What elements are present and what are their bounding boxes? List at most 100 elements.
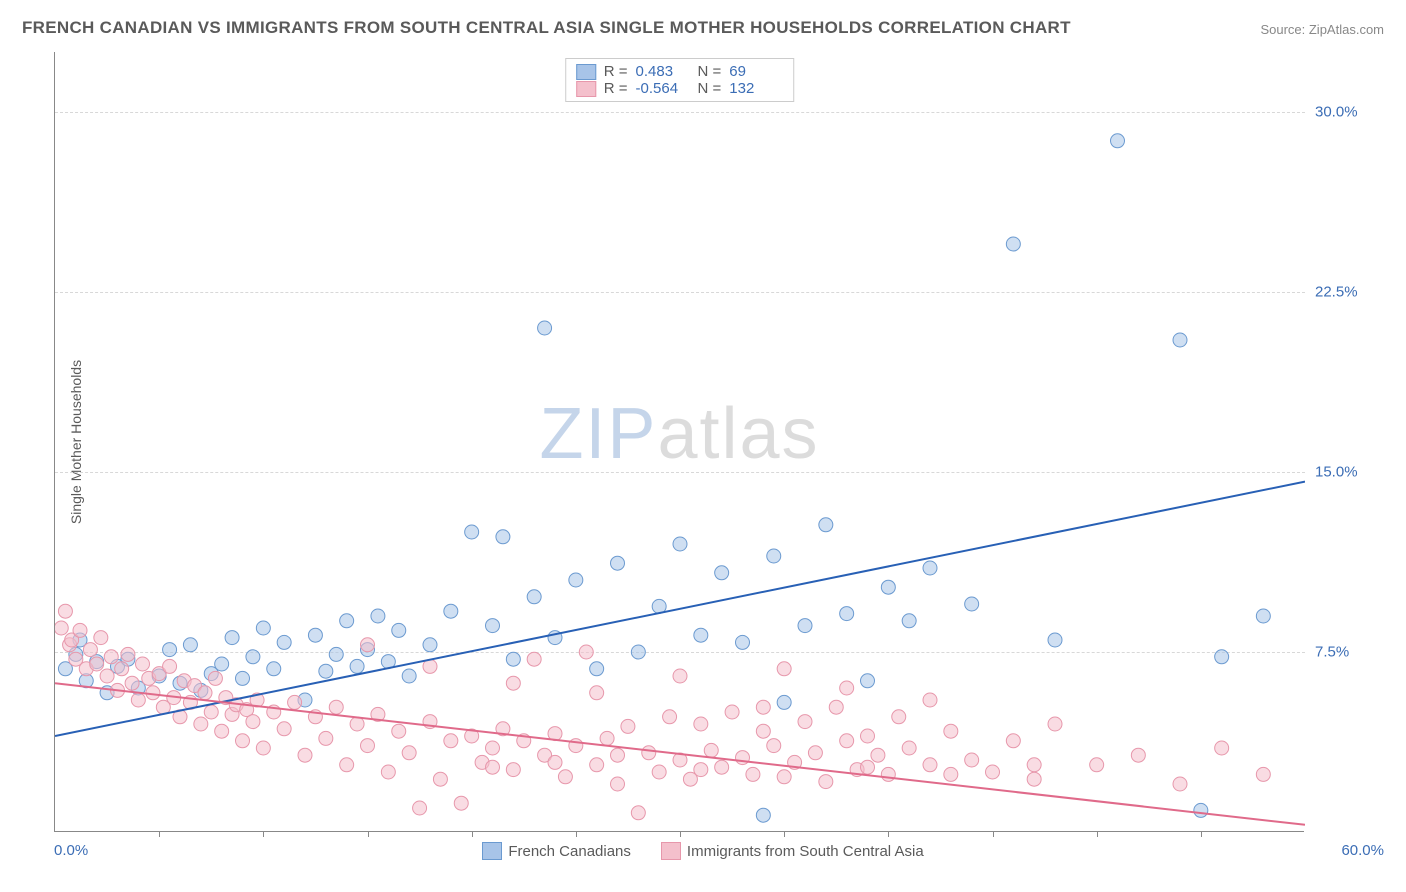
- stats-r-value-b: -0.564: [636, 80, 690, 97]
- scatter-point: [694, 763, 708, 777]
- scatter-point: [725, 705, 739, 719]
- scatter-point: [631, 645, 645, 659]
- scatter-point: [465, 525, 479, 539]
- scatter-point: [329, 700, 343, 714]
- scatter-point: [777, 662, 791, 676]
- stats-r-value-a: 0.483: [636, 63, 690, 80]
- scatter-point: [256, 621, 270, 635]
- scatter-point: [767, 739, 781, 753]
- scatter-point: [1111, 134, 1125, 148]
- scatter-point: [319, 664, 333, 678]
- scatter-point: [746, 767, 760, 781]
- plot-container: Single Mother Households ZIPatlas R = 0.…: [54, 52, 1382, 832]
- scatter-point: [486, 760, 500, 774]
- scatter-point: [308, 628, 322, 642]
- scatter-point: [350, 659, 364, 673]
- scatter-point: [944, 724, 958, 738]
- scatter-point: [1006, 734, 1020, 748]
- scatter-point: [413, 801, 427, 815]
- scatter-point: [381, 765, 395, 779]
- scatter-point: [1027, 772, 1041, 786]
- scatter-point: [163, 643, 177, 657]
- scatter-point: [486, 741, 500, 755]
- scatter-point: [777, 770, 791, 784]
- scatter-point: [402, 746, 416, 760]
- scatter-point: [715, 760, 729, 774]
- scatter-point: [756, 808, 770, 822]
- scatter-point: [611, 777, 625, 791]
- scatter-point: [892, 710, 906, 724]
- scatter-point: [673, 669, 687, 683]
- scatter-point: [861, 729, 875, 743]
- scatter-point: [1048, 717, 1062, 731]
- scatter-point: [225, 631, 239, 645]
- stats-swatch-a: [576, 64, 596, 80]
- y-tick-label: 30.0%: [1315, 104, 1358, 121]
- scatter-point: [902, 741, 916, 755]
- scatter-point: [673, 537, 687, 551]
- scatter-point: [486, 619, 500, 633]
- scatter-point: [631, 806, 645, 820]
- scatter-point: [288, 695, 302, 709]
- legend-item-a: French Canadians: [482, 842, 631, 860]
- scatter-point: [256, 741, 270, 755]
- scatter-point: [423, 638, 437, 652]
- scatter-point: [767, 549, 781, 563]
- stats-swatch-b: [576, 81, 596, 97]
- legend-item-b: Immigrants from South Central Asia: [661, 842, 924, 860]
- scatter-point: [808, 746, 822, 760]
- scatter-point: [329, 647, 343, 661]
- scatter-point: [444, 604, 458, 618]
- y-tick-label: 15.0%: [1315, 464, 1358, 481]
- stats-n-label: N =: [698, 63, 722, 80]
- scatter-point: [198, 686, 212, 700]
- scatter-point: [704, 743, 718, 757]
- scatter-point: [1027, 758, 1041, 772]
- chart-title: FRENCH CANADIAN VS IMMIGRANTS FROM SOUTH…: [22, 18, 1071, 38]
- scatter-point: [100, 669, 114, 683]
- scatter-point: [319, 731, 333, 745]
- scatter-point: [1215, 650, 1229, 664]
- scatter-point: [611, 748, 625, 762]
- scatter-point: [798, 715, 812, 729]
- bottom-legend: French Canadians Immigrants from South C…: [0, 842, 1406, 860]
- scatter-point: [840, 734, 854, 748]
- scatter-point: [361, 739, 375, 753]
- scatter-point: [340, 614, 354, 628]
- scatter-point: [663, 710, 677, 724]
- scatter-point: [267, 662, 281, 676]
- scatter-point: [361, 638, 375, 652]
- scatter-point: [527, 590, 541, 604]
- scatter-point: [73, 623, 87, 637]
- scatter-point: [538, 321, 552, 335]
- scatter-point: [579, 645, 593, 659]
- scatter-point: [590, 686, 604, 700]
- scatter-point: [1006, 237, 1020, 251]
- scatter-point: [94, 631, 108, 645]
- scatter-point: [548, 755, 562, 769]
- scatter-point: [194, 717, 208, 731]
- scatter-point: [611, 556, 625, 570]
- scatter-point: [600, 731, 614, 745]
- scatter-point: [569, 573, 583, 587]
- scatter-svg: [55, 52, 1305, 832]
- scatter-point: [496, 530, 510, 544]
- scatter-point: [392, 623, 406, 637]
- scatter-point: [433, 772, 447, 786]
- scatter-point: [923, 693, 937, 707]
- scatter-point: [236, 734, 250, 748]
- scatter-point: [944, 767, 958, 781]
- scatter-point: [55, 621, 68, 635]
- scatter-point: [1173, 333, 1187, 347]
- scatter-point: [104, 650, 118, 664]
- scatter-point: [590, 662, 604, 676]
- y-tick-label: 22.5%: [1315, 284, 1358, 301]
- source-attribution: Source: ZipAtlas.com: [1260, 22, 1384, 37]
- scatter-point: [736, 635, 750, 649]
- stats-n-value-b: 132: [729, 80, 783, 97]
- scatter-point: [1256, 609, 1270, 623]
- correlation-stats-box: R = 0.483 N = 69 R = -0.564 N = 132: [565, 58, 795, 102]
- stats-n-value-a: 69: [729, 63, 783, 80]
- scatter-point: [183, 638, 197, 652]
- scatter-point: [454, 796, 468, 810]
